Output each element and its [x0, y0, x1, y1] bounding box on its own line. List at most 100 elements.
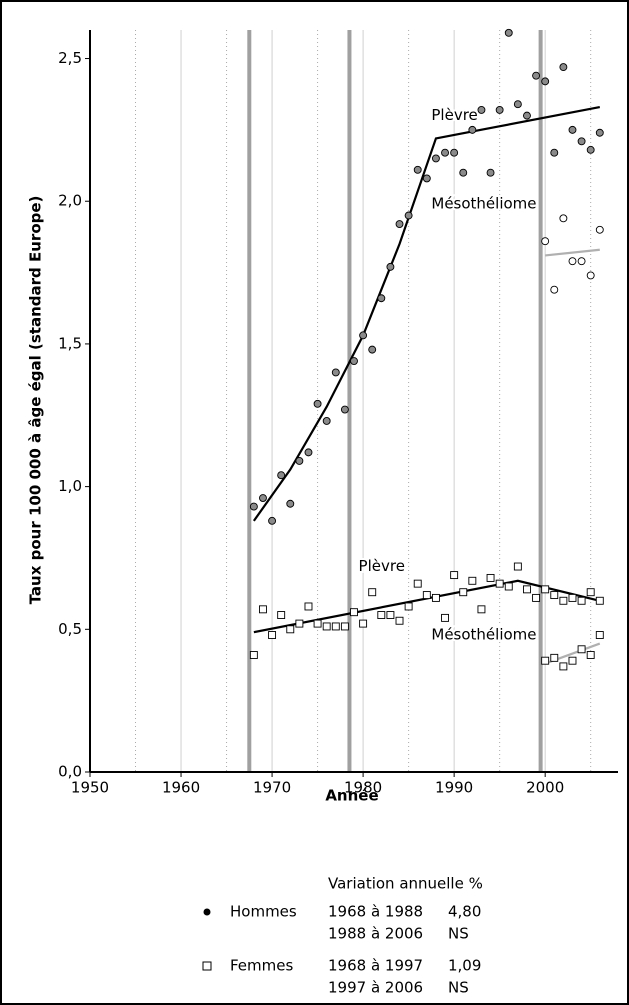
point — [559, 63, 568, 72]
point — [541, 237, 550, 246]
legend-label: Femmes — [230, 957, 293, 975]
point — [395, 220, 404, 229]
point — [532, 71, 541, 80]
y-tick-label: 1,5 — [58, 334, 82, 352]
point — [477, 605, 486, 614]
point — [495, 105, 504, 114]
point — [350, 608, 358, 617]
point — [586, 588, 595, 597]
point — [459, 588, 468, 597]
point — [322, 417, 331, 425]
legend-value: 4,80 — [448, 903, 481, 921]
point — [504, 28, 513, 37]
y-tick-label: 0,5 — [58, 620, 82, 638]
point — [504, 582, 513, 591]
point — [595, 128, 604, 137]
point — [559, 596, 568, 605]
point — [277, 471, 286, 480]
x-tick-label: 1950 — [71, 779, 109, 797]
point — [568, 656, 577, 665]
y-tick-label: 2,0 — [58, 192, 82, 210]
legend-marker — [203, 908, 211, 916]
trend-line — [545, 248, 600, 257]
point — [541, 585, 550, 594]
annotation: Plèvre — [431, 106, 477, 124]
point — [268, 516, 277, 525]
point — [340, 622, 349, 631]
legend-label: Hommes — [230, 903, 297, 921]
point — [368, 588, 377, 597]
point — [550, 591, 559, 600]
legend-period: 1997 à 2006 — [328, 979, 423, 997]
point — [568, 593, 577, 602]
point — [431, 593, 440, 602]
point — [313, 619, 322, 628]
point — [249, 651, 258, 659]
point — [295, 619, 304, 628]
annotation: Plèvre — [359, 557, 405, 575]
point — [595, 596, 604, 605]
annotation: Mésothéliome — [431, 195, 536, 213]
point — [550, 285, 559, 294]
point — [586, 651, 595, 659]
point — [523, 111, 531, 120]
point — [595, 631, 604, 639]
point — [559, 662, 568, 671]
point — [268, 631, 277, 639]
point — [295, 456, 304, 465]
point — [550, 653, 559, 662]
point — [577, 137, 586, 146]
point — [377, 294, 386, 303]
legend-value: 1,09 — [448, 957, 481, 975]
point — [377, 611, 386, 619]
x-tick-label: 1970 — [253, 779, 291, 797]
plot-area: 1950 1960 1970 1980 1990 2000 0,0 0,5 1,0 1,5 2,0 2… — [58, 28, 618, 797]
legend: Variation annuelle % Hommes 1968 à 1988 4,8… — [202, 875, 483, 997]
point — [486, 168, 495, 177]
point — [422, 174, 431, 183]
point — [513, 100, 522, 109]
point — [359, 331, 368, 340]
point — [568, 257, 577, 266]
point — [413, 579, 422, 588]
point — [304, 602, 313, 611]
point — [277, 611, 286, 619]
point — [586, 271, 595, 280]
y-axis-label: Taux pour 100 000 à âge égal (standard E… — [27, 196, 45, 605]
point — [395, 616, 404, 625]
x-tick-label: 2000 — [526, 779, 564, 797]
point — [249, 502, 258, 511]
point — [541, 656, 550, 665]
x-tick-label: 1960 — [162, 779, 200, 797]
point — [368, 345, 377, 354]
point — [331, 368, 340, 377]
legend-value: NS — [448, 979, 469, 997]
point — [595, 225, 604, 234]
point — [431, 154, 440, 163]
point — [513, 562, 522, 571]
point — [404, 211, 413, 220]
point — [304, 448, 313, 457]
y-tick-label: 1,0 — [58, 477, 82, 495]
point — [477, 105, 486, 114]
point — [523, 585, 531, 594]
point — [441, 613, 449, 622]
point — [459, 168, 468, 177]
point — [322, 622, 331, 631]
legend-period: 1968 à 1988 — [328, 903, 423, 921]
point — [541, 77, 550, 86]
point — [468, 576, 477, 585]
x-tick-label: 1990 — [435, 779, 473, 797]
point — [441, 148, 449, 157]
x-tick-label: 1980 — [344, 779, 382, 797]
point — [340, 405, 349, 414]
point — [577, 257, 586, 266]
legend-marker — [202, 961, 212, 971]
point — [559, 214, 568, 223]
point — [286, 499, 295, 508]
point — [568, 125, 577, 134]
point — [259, 605, 267, 614]
point — [413, 165, 422, 174]
